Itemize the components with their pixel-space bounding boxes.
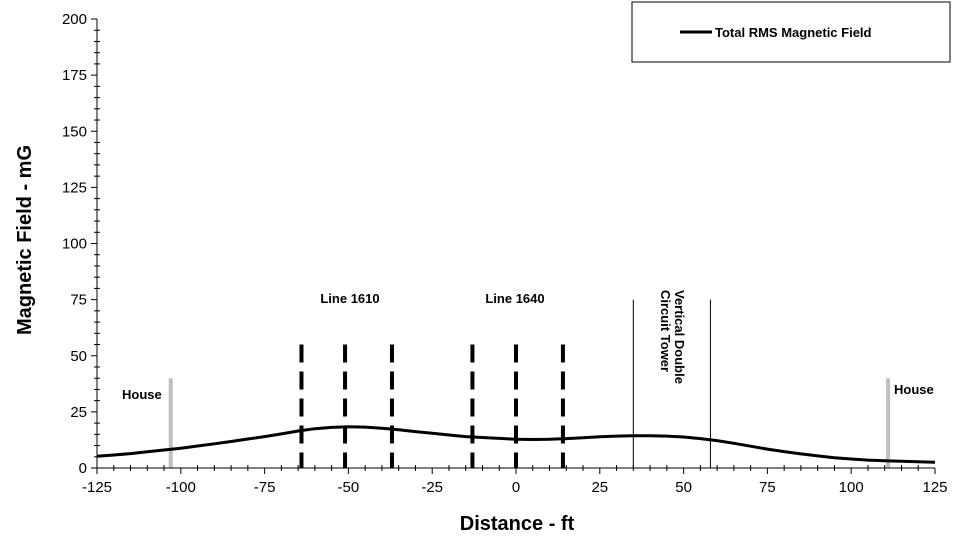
house-right-label: House [894, 382, 934, 397]
x-tick-label: 100 [839, 479, 864, 496]
house-left-label: House [122, 387, 162, 402]
y-tick-label: 25 [70, 404, 87, 421]
legend: Total RMS Magnetic Field [631, 1, 951, 63]
legend-label: Total RMS Magnetic Field [715, 25, 872, 40]
x-tick-label: -125 [82, 479, 112, 496]
x-tick-label: -50 [338, 479, 360, 496]
y-axis-title: Magnetic Field - mG [14, 145, 36, 335]
y-tick-label: 0 [79, 460, 87, 477]
y-tick-label: 50 [70, 348, 87, 365]
tower-label: Vertical Double Circuit Tower [658, 290, 687, 388]
x-axis-title: Distance - ft [460, 513, 575, 535]
y-tick-label: 125 [62, 179, 87, 196]
x-tick-label: 75 [759, 479, 776, 496]
x-tick-label: 50 [675, 479, 692, 496]
x-tick-label: 0 [512, 479, 520, 496]
y-tick-label: 75 [70, 292, 87, 309]
tower-label-line1: Vertical Double [672, 290, 687, 384]
x-tick-label: 125 [922, 479, 947, 496]
conductor-markers [299, 344, 565, 468]
line-1640-label: Line 1640 [485, 291, 544, 306]
series-line-total-rms [96, 425, 936, 464]
x-tick-label: 25 [591, 479, 608, 496]
house-markers [168, 378, 891, 468]
x-tick-label: -25 [421, 479, 443, 496]
x-tick-label: -75 [254, 479, 276, 496]
x-tick-label: -100 [166, 479, 196, 496]
tower-label-line2: Circuit Tower [658, 290, 673, 372]
y-tick-label: 175 [62, 67, 87, 84]
y-tick-label: 200 [62, 11, 87, 28]
y-tick-label: 100 [62, 236, 87, 253]
line-1610-label: Line 1610 [320, 291, 379, 306]
y-tick-label: 150 [62, 123, 87, 140]
axes: 0 25 50 75 100 125 150 175 200 -125 -100 -75 -50 -25 0… [62, 11, 948, 496]
